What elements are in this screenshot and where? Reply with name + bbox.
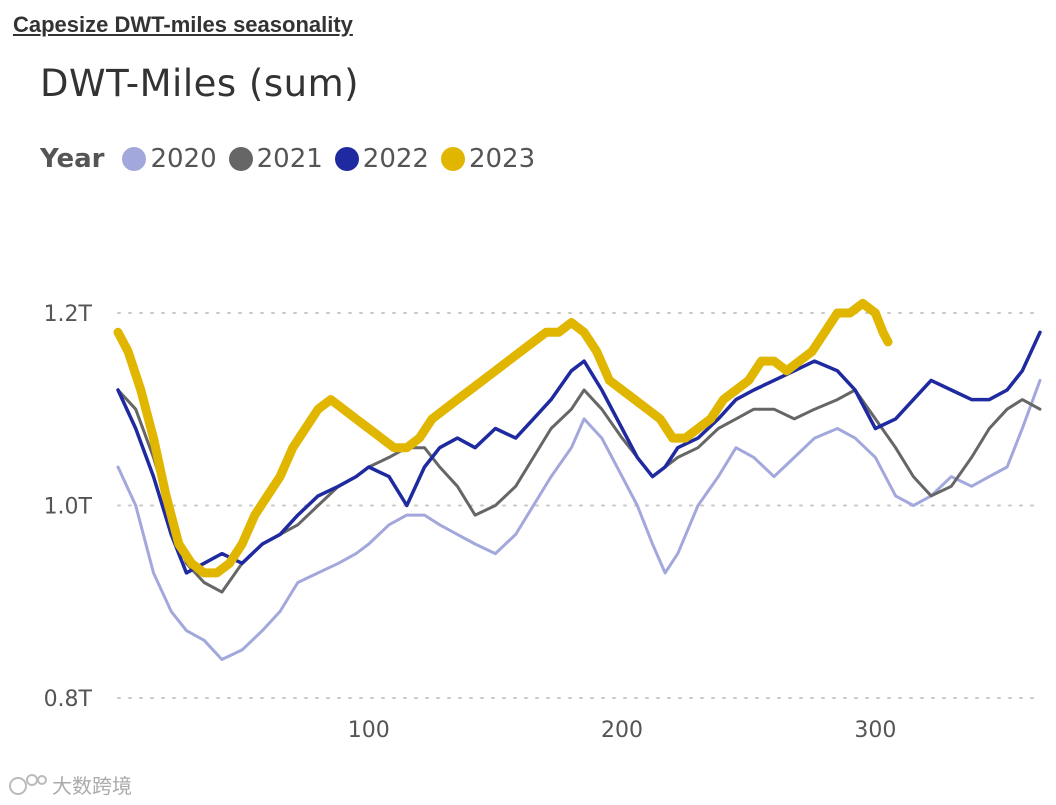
y-axis-ticks: 0.8T 1.0T 1.2T xyxy=(44,302,93,712)
series-line-2022 xyxy=(116,330,1042,575)
y-tick-label: 0.8T xyxy=(44,687,93,712)
page-heading: Capesize DWT-miles seasonality xyxy=(13,12,353,37)
watermark-logo-icon xyxy=(9,773,47,795)
legend-item-2021[interactable]: 2021 xyxy=(228,144,323,174)
legend-label-2021: 2021 xyxy=(256,144,323,174)
watermark-text: 大数跨境 xyxy=(52,774,132,798)
legend-marker-2021 xyxy=(228,147,253,171)
legend-item-2023[interactable]: 2023 xyxy=(440,144,536,174)
legend-marker-2022 xyxy=(334,147,359,171)
legend-marker-2023 xyxy=(440,147,465,171)
series-line-2021 xyxy=(116,388,1042,594)
chart-title: DWT-Miles (sum) xyxy=(40,62,360,105)
x-axis-ticks: 100 200 300 xyxy=(348,718,897,743)
series-line-2023 xyxy=(113,298,893,578)
legend-label-2020: 2020 xyxy=(150,144,217,174)
x-tick-label: 100 xyxy=(348,718,390,743)
y-tick-label: 1.2T xyxy=(44,302,93,327)
x-tick-label: 200 xyxy=(601,718,643,743)
x-tick-label: 300 xyxy=(854,718,896,743)
y-tick-label: 1.0T xyxy=(44,495,93,520)
legend-title: Year xyxy=(40,144,105,174)
legend-item-2022[interactable]: 2022 xyxy=(334,144,429,174)
series-line-2020 xyxy=(116,378,1042,661)
legend-label-2022: 2022 xyxy=(362,144,429,174)
chart-legend: Year 2020 2021 2022 2023 xyxy=(40,144,547,174)
legend-label-2023: 2023 xyxy=(468,144,536,174)
legend-item-2020[interactable]: 2020 xyxy=(122,144,217,174)
series-lines xyxy=(113,298,1042,661)
legend-marker-2020 xyxy=(122,147,147,171)
watermark: 大数跨境 xyxy=(8,770,132,799)
grid-lines xyxy=(117,312,1041,699)
